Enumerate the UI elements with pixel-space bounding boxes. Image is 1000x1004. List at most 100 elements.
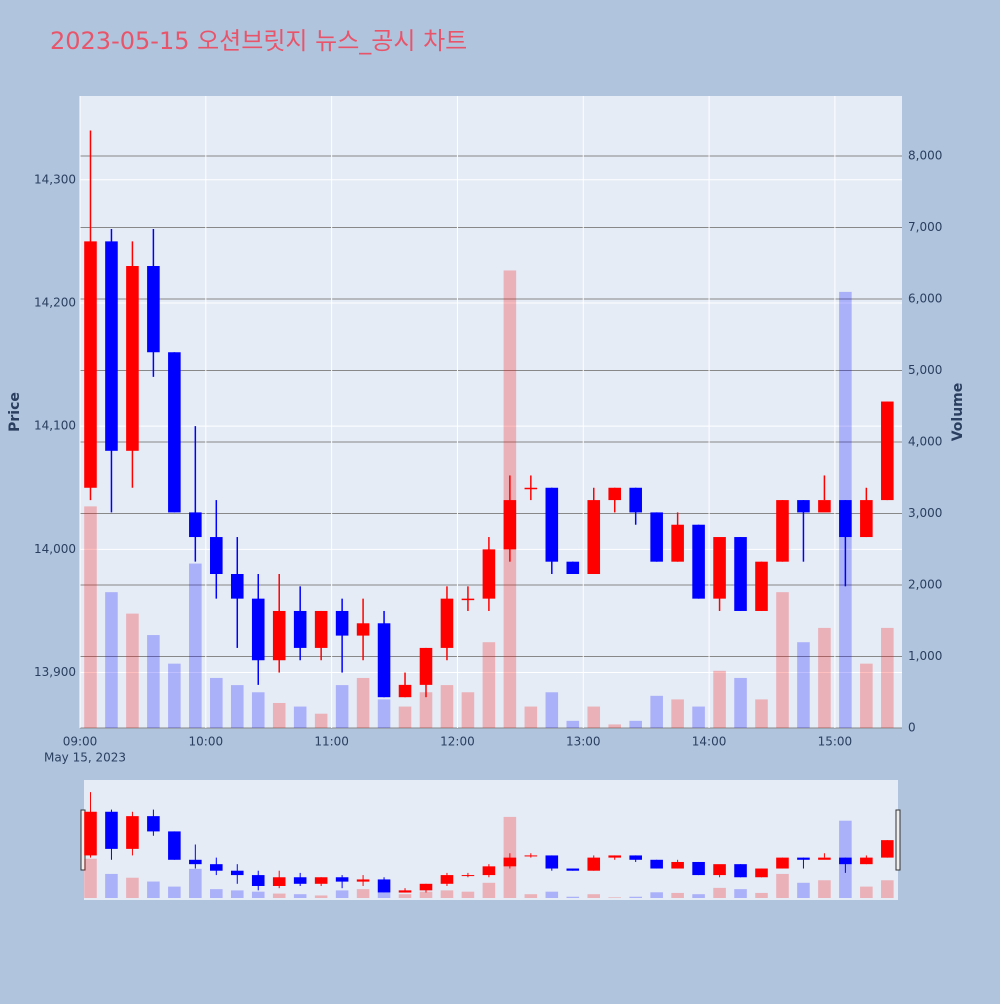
volume-bar bbox=[545, 692, 559, 728]
slider-volume-bar bbox=[671, 892, 684, 898]
slider-volume-bar bbox=[293, 894, 307, 898]
x-tick-label: 09:00 bbox=[63, 735, 98, 749]
y2-tick-label: 1,000 bbox=[908, 649, 942, 663]
slider-volume-bar bbox=[755, 892, 768, 898]
candle-body bbox=[335, 610, 349, 636]
slider-candle-body bbox=[524, 855, 538, 857]
slider-volume-bar bbox=[629, 896, 642, 898]
slider-volume-bar bbox=[419, 891, 433, 898]
candle-body bbox=[881, 401, 894, 501]
range-handle[interactable] bbox=[895, 809, 901, 871]
slider-candle-body bbox=[797, 857, 810, 860]
y2-tick-label: 2,000 bbox=[908, 578, 942, 592]
volume-bar bbox=[84, 506, 97, 728]
y2-tick-label: 5,000 bbox=[908, 363, 942, 377]
candle-body bbox=[524, 487, 538, 490]
candle-body bbox=[818, 500, 831, 513]
candle-body bbox=[84, 241, 97, 488]
candle-body bbox=[440, 598, 454, 648]
y2-tick-label: 6,000 bbox=[908, 292, 942, 306]
volume-bar bbox=[377, 699, 391, 728]
y2-axis-title: Volume bbox=[950, 383, 966, 442]
volume-bar bbox=[797, 642, 810, 728]
range-slider[interactable] bbox=[84, 780, 898, 900]
x-tick-label: 13:00 bbox=[566, 735, 601, 749]
slider-candle-body bbox=[755, 868, 768, 878]
x-date-label: May 15, 2023 bbox=[44, 751, 126, 765]
volume-bar bbox=[335, 685, 349, 728]
slider-volume-bar bbox=[818, 880, 831, 898]
candle-body bbox=[272, 610, 286, 661]
y2-tick-label: 8,000 bbox=[908, 149, 942, 163]
y-axis-title: Price bbox=[7, 392, 23, 432]
candle-body bbox=[189, 512, 202, 538]
slider-volume-bar bbox=[860, 886, 873, 898]
slider-volume-bar bbox=[147, 881, 160, 898]
slider-candle-body bbox=[860, 857, 873, 865]
volume-bar bbox=[776, 592, 789, 728]
slider-volume-bar bbox=[566, 896, 580, 898]
slider-candle-body bbox=[839, 857, 852, 865]
y-tick-label: 14,300 bbox=[34, 172, 76, 186]
slider-volume-bar bbox=[168, 886, 181, 898]
candle-body bbox=[755, 561, 768, 611]
candle-body bbox=[797, 500, 810, 513]
candle-body bbox=[629, 487, 642, 513]
slider-volume-bar bbox=[482, 882, 496, 898]
candle-body bbox=[419, 647, 433, 685]
candle-body bbox=[776, 500, 789, 562]
slider-volume-bar bbox=[356, 889, 370, 898]
volume-bar bbox=[734, 677, 747, 728]
volume-bar bbox=[755, 699, 768, 728]
candle-body bbox=[147, 266, 160, 353]
slider-volume-bar bbox=[776, 873, 789, 898]
slider-candle-body bbox=[314, 877, 328, 884]
candle-body bbox=[482, 549, 496, 599]
slider-volume-bar bbox=[105, 873, 118, 898]
candle-body bbox=[230, 574, 244, 599]
candle-body bbox=[210, 537, 223, 575]
slider-candle-body bbox=[461, 875, 475, 877]
candle-body bbox=[126, 266, 139, 451]
volume-bar bbox=[860, 663, 873, 728]
slider-volume-bar bbox=[335, 890, 349, 898]
slider-candle-body bbox=[377, 879, 391, 893]
slider-candle-body bbox=[105, 811, 118, 849]
slider-candle-body bbox=[482, 866, 496, 876]
candle-body bbox=[839, 500, 852, 538]
slider-volume-bar bbox=[524, 894, 538, 898]
y2-tick-label: 7,000 bbox=[908, 220, 942, 234]
slider-candle-body bbox=[713, 864, 726, 876]
candle-body bbox=[461, 598, 475, 601]
volume-bar bbox=[881, 627, 894, 728]
y2-tick-label: 3,000 bbox=[908, 506, 942, 520]
slider-candle-body bbox=[881, 840, 894, 858]
y-tick-label: 14,100 bbox=[34, 419, 76, 433]
slider-volume-bar bbox=[713, 887, 726, 898]
volume-bar bbox=[629, 720, 642, 728]
candle-body bbox=[734, 537, 747, 611]
volume-bar bbox=[126, 613, 139, 728]
x-tick-label: 10:00 bbox=[189, 735, 224, 749]
volume-bar bbox=[692, 706, 705, 728]
slider-candle-body bbox=[566, 868, 580, 871]
candle-body bbox=[293, 610, 307, 648]
volume-bar bbox=[566, 720, 580, 728]
volume-bar bbox=[650, 695, 663, 728]
slider-candle-body bbox=[419, 883, 433, 891]
slider-volume-bar bbox=[608, 897, 622, 898]
candle-body bbox=[608, 487, 622, 501]
slider-candle-body bbox=[126, 816, 139, 849]
volume-bar bbox=[230, 685, 244, 728]
volume-bar bbox=[210, 677, 223, 728]
volume-bar bbox=[713, 670, 726, 728]
candle-body bbox=[398, 684, 412, 698]
volume-bar bbox=[524, 706, 538, 728]
volume-bar bbox=[105, 592, 118, 728]
chart-title: 2023-05-15 오션브릿지 뉴스_공시 차트 bbox=[50, 27, 467, 55]
candle-body bbox=[587, 500, 601, 575]
volume-bar bbox=[461, 692, 475, 728]
slider-volume-bar bbox=[587, 894, 601, 898]
slider-volume-bar bbox=[84, 858, 97, 898]
